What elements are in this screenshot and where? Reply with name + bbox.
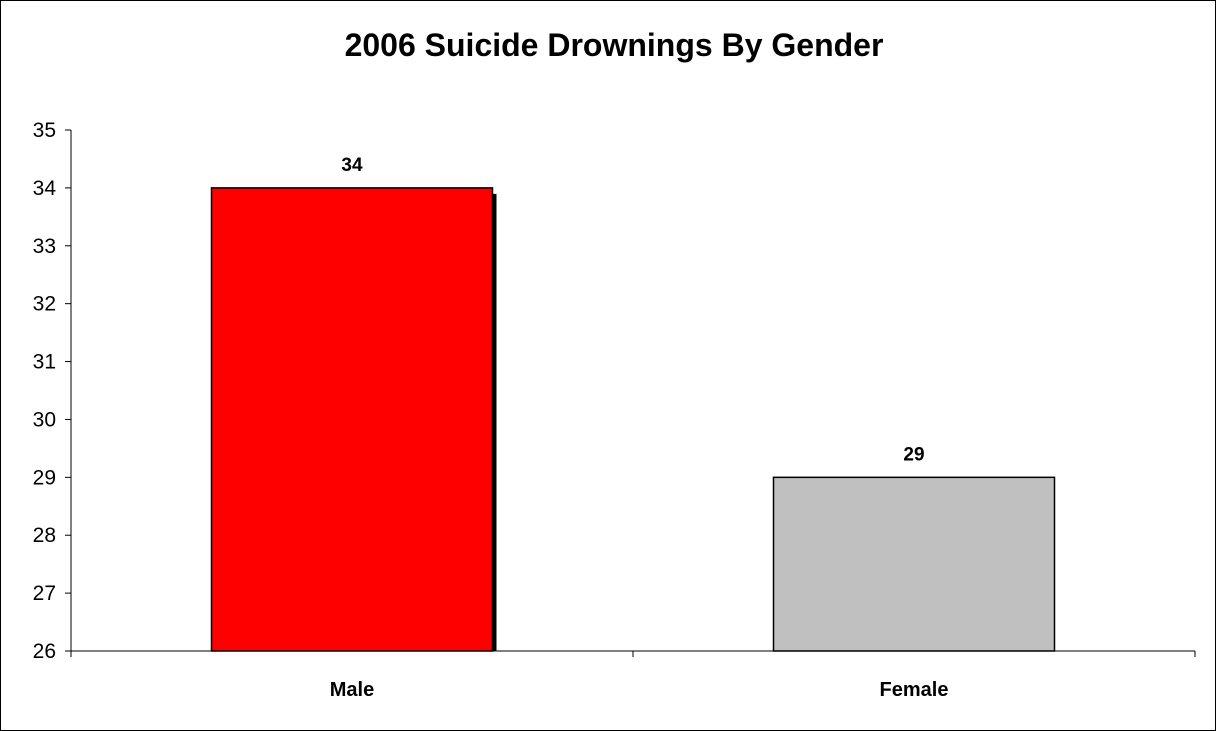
y-tick-label: 26 bbox=[33, 640, 56, 663]
x-axis: Male Female bbox=[70, 650, 1196, 701]
y-tick-label: 30 bbox=[33, 408, 56, 431]
y-tick-label: 33 bbox=[33, 235, 56, 258]
chart-title: 2006 Suicide Drownings By Gender bbox=[345, 27, 884, 63]
y-tick-label: 32 bbox=[33, 293, 56, 316]
y-tick-label: 31 bbox=[33, 351, 56, 374]
y-tick-label: 27 bbox=[33, 582, 56, 605]
data-label: 29 bbox=[903, 444, 924, 465]
y-tick-label: 34 bbox=[33, 177, 57, 200]
bar-male bbox=[210, 187, 494, 652]
x-category-label: Female bbox=[880, 679, 949, 701]
data-label: 34 bbox=[341, 155, 363, 176]
y-tick-label: 35 bbox=[33, 119, 56, 142]
y-tick-label: 29 bbox=[33, 466, 56, 489]
x-category-label: Male bbox=[330, 679, 374, 701]
bars-group: 34 29 bbox=[210, 155, 1056, 652]
bar-female bbox=[772, 476, 1056, 652]
y-tick-label: 28 bbox=[33, 524, 56, 547]
y-axis: 26 27 28 29 30 31 32 33 34 35 bbox=[33, 119, 72, 663]
